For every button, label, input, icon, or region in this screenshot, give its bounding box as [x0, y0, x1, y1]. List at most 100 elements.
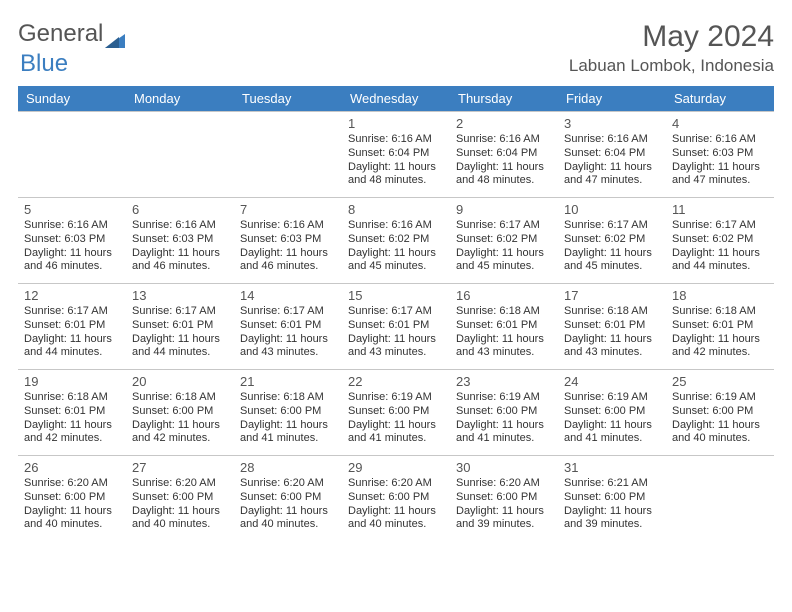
day-cell: 4Sunrise: 6:16 AMSunset: 6:03 PMDaylight… [666, 112, 774, 198]
sunrise-text: Sunrise: 6:18 AM [132, 391, 228, 405]
day-cell: 2 Sunrise: 6:16 AMSunset: 6:04 PMDaylight… [450, 112, 558, 198]
daylight-text: Daylight: 11 hours and 40 minutes. [240, 505, 336, 533]
sunset-text: Sunset: 6:04 PM [456, 147, 552, 161]
sunrise-text: Sunrise: 6:16 AM [132, 219, 228, 233]
week-row: 12Sunrise: 6:17 AMSunset: 6:01 PMDayligh… [18, 284, 774, 370]
sunrise-text: Sunrise: 6:16 AM [348, 133, 444, 147]
calendar-page: General May 2024 Labuan Lombok, Indonesi… [0, 0, 792, 552]
sunset-text: Sunset: 6:03 PM [240, 233, 336, 247]
week-row: 26Sunrise: 6:20 AMSunset: 6:00 PMDayligh… [18, 456, 774, 542]
day-cell: 1Sunrise: 6:16 AMSunset: 6:04 PMDaylight… [342, 112, 450, 198]
sunset-text: Sunset: 6:00 PM [564, 405, 660, 419]
day-cell [126, 112, 234, 198]
sunset-text: Sunset: 6:00 PM [456, 405, 552, 419]
sunrise-text: Sunrise: 6:18 AM [24, 391, 120, 405]
sunrise-text: Sunrise: 6:18 AM [240, 391, 336, 405]
day-cell: 8Sunrise: 6:16 AMSunset: 6:02 PMDaylight… [342, 198, 450, 284]
day-cell: 16Sunrise: 6:18 AMSunset: 6:01 PMDayligh… [450, 284, 558, 370]
day-cell: 30Sunrise: 6:20 AMSunset: 6:00 PMDayligh… [450, 456, 558, 542]
day-cell: 5Sunrise: 6:16 AMSunset: 6:03 PMDaylight… [18, 198, 126, 284]
header-tue: Tuesday [234, 86, 342, 112]
month-title: May 2024 [569, 20, 774, 54]
daylight-text: Daylight: 11 hours and 45 minutes. [348, 247, 444, 275]
sunset-text: Sunset: 6:01 PM [564, 319, 660, 333]
daylight-text: Daylight: 11 hours and 39 minutes. [564, 505, 660, 533]
daylight-text: Daylight: 11 hours and 39 minutes. [456, 505, 552, 533]
daylight-text: Daylight: 11 hours and 47 minutes. [672, 161, 768, 189]
daylight-text: Daylight: 11 hours and 41 minutes. [456, 419, 552, 447]
day-number: 28 [240, 460, 336, 475]
sunset-text: Sunset: 6:00 PM [132, 405, 228, 419]
calendar-body: 1Sunrise: 6:16 AMSunset: 6:04 PMDaylight… [18, 112, 774, 542]
day-cell: 31Sunrise: 6:21 AMSunset: 6:00 PMDayligh… [558, 456, 666, 542]
header-wed: Wednesday [342, 86, 450, 112]
day-cell: 6 Sunrise: 6:16 AMSunset: 6:03 PMDaylight… [126, 198, 234, 284]
day-number: 30 [456, 460, 552, 475]
sunrise-text: Sunrise: 6:20 AM [132, 477, 228, 491]
sunset-text: Sunset: 6:03 PM [672, 147, 768, 161]
day-number: 31 [564, 460, 660, 475]
day-number: 22 [348, 374, 444, 389]
logo-text-2: Blue [20, 50, 68, 77]
daylight-text: Daylight: 11 hours and 40 minutes. [348, 505, 444, 533]
sunset-text: Sunset: 6:00 PM [348, 491, 444, 505]
sunset-text: Sunset: 6:03 PM [24, 233, 120, 247]
day-cell: 18Sunrise: 6:18 AMSunset: 6:01 PMDayligh… [666, 284, 774, 370]
sunrise-text: Sunrise: 6:18 AM [564, 305, 660, 319]
location-label: Labuan Lombok, Indonesia [569, 56, 774, 76]
week-row: 19Sunrise: 6:18 AMSunset: 6:01 PMDayligh… [18, 370, 774, 456]
daylight-text: Daylight: 11 hours and 40 minutes. [132, 505, 228, 533]
daylight-text: Daylight: 11 hours and 43 minutes. [240, 333, 336, 361]
day-number: 27 [132, 460, 228, 475]
day-number: 23 [456, 374, 552, 389]
daylight-text: Daylight: 11 hours and 43 minutes. [348, 333, 444, 361]
day-cell: 3Sunrise: 6:16 AMSunset: 6:04 PMDaylight… [558, 112, 666, 198]
day-number: 2 [456, 116, 552, 131]
sunrise-text: Sunrise: 6:19 AM [672, 391, 768, 405]
day-number: 6 [132, 202, 228, 217]
day-number: 25 [672, 374, 768, 389]
sunrise-text: Sunrise: 6:17 AM [564, 219, 660, 233]
sunset-text: Sunset: 6:01 PM [348, 319, 444, 333]
day-number: 29 [348, 460, 444, 475]
sunset-text: Sunset: 6:02 PM [672, 233, 768, 247]
day-cell: 21Sunrise: 6:18 AMSunset: 6:00 PMDayligh… [234, 370, 342, 456]
sunrise-text: Sunrise: 6:20 AM [348, 477, 444, 491]
day-cell: 28Sunrise: 6:20 AMSunset: 6:00 PMDayligh… [234, 456, 342, 542]
logo: General [18, 20, 125, 48]
sunrise-text: Sunrise: 6:17 AM [132, 305, 228, 319]
daylight-text: Daylight: 11 hours and 46 minutes. [132, 247, 228, 275]
sunrise-text: Sunrise: 6:16 AM [564, 133, 660, 147]
day-number: 9 [456, 202, 552, 217]
sunset-text: Sunset: 6:00 PM [240, 405, 336, 419]
daylight-text: Daylight: 11 hours and 46 minutes. [240, 247, 336, 275]
day-number: 1 [348, 116, 444, 131]
sunset-text: Sunset: 6:02 PM [456, 233, 552, 247]
sunrise-text: Sunrise: 6:17 AM [348, 305, 444, 319]
sunrise-text: Sunrise: 6:20 AM [456, 477, 552, 491]
day-cell: 23 Sunrise: 6:19 AMSunset: 6:00 PMDayligh… [450, 370, 558, 456]
daylight-text: Daylight: 11 hours and 42 minutes. [24, 419, 120, 447]
sunset-text: Sunset: 6:00 PM [564, 491, 660, 505]
calendar-table: Sunday Monday Tuesday Wednesday Thursday… [18, 86, 774, 542]
day-number: 21 [240, 374, 336, 389]
day-cell [234, 112, 342, 198]
sunset-text: Sunset: 6:01 PM [132, 319, 228, 333]
daylight-text: Daylight: 11 hours and 42 minutes. [672, 333, 768, 361]
sunrise-text: Sunrise: 6:18 AM [456, 305, 552, 319]
sunrise-text: Sunrise: 6:16 AM [456, 133, 552, 147]
sunrise-text: Sunrise: 6:17 AM [24, 305, 120, 319]
sunset-text: Sunset: 6:03 PM [132, 233, 228, 247]
sunrise-text: Sunrise: 6:19 AM [456, 391, 552, 405]
sunrise-text: Sunrise: 6:20 AM [24, 477, 120, 491]
header-sun: Sunday [18, 86, 126, 112]
logo-text-1: General [18, 20, 103, 48]
day-cell: 17Sunrise: 6:18 AMSunset: 6:01 PMDayligh… [558, 284, 666, 370]
daylight-text: Daylight: 11 hours and 44 minutes. [132, 333, 228, 361]
logo-sail-icon [105, 27, 125, 41]
day-number: 10 [564, 202, 660, 217]
daylight-text: Daylight: 11 hours and 48 minutes. [456, 161, 552, 189]
day-cell: 20Sunrise: 6:18 AMSunset: 6:00 PMDayligh… [126, 370, 234, 456]
day-cell: 11Sunrise: 6:17 AMSunset: 6:02 PMDayligh… [666, 198, 774, 284]
day-cell: 13Sunrise: 6:17 AMSunset: 6:01 PMDayligh… [126, 284, 234, 370]
